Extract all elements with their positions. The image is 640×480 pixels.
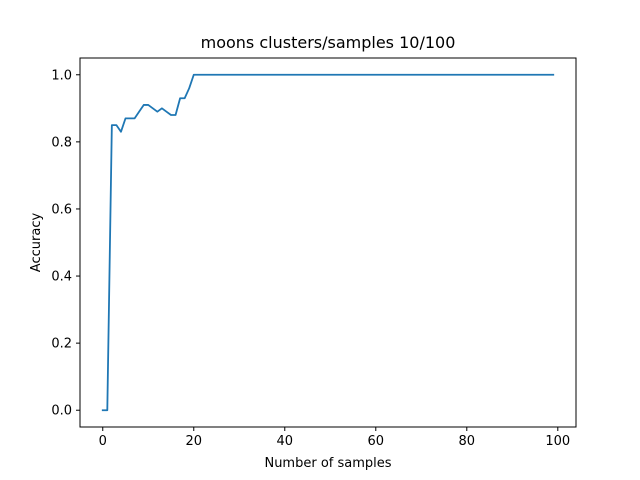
plot-frame bbox=[79, 57, 577, 428]
x-tick-label: 100 bbox=[545, 434, 570, 449]
x-tick-label: 80 bbox=[459, 434, 476, 449]
chart-title: moons clusters/samples 10/100 bbox=[201, 33, 456, 52]
x-tick-label: 20 bbox=[185, 434, 202, 449]
series-layer bbox=[101, 73, 555, 412]
y-axis-title: Accuracy bbox=[29, 213, 44, 273]
y-tick-label: 0.2 bbox=[51, 337, 72, 352]
series-line-0 bbox=[101, 73, 555, 412]
y-tick-label: 0.6 bbox=[51, 202, 72, 217]
x-axis-title: Number of samples bbox=[264, 456, 391, 471]
x-tick-label: 60 bbox=[368, 434, 385, 449]
y-tick-label: 0.4 bbox=[51, 270, 72, 285]
y-tick-label: 0.0 bbox=[51, 404, 72, 419]
y-tick-label: 0.8 bbox=[51, 135, 72, 150]
y-axis: 0.0 0.2 0.4 0.6 0.8 1.0 bbox=[51, 68, 80, 419]
x-tick-label: 40 bbox=[276, 434, 293, 449]
x-tick-label: 0 bbox=[99, 434, 107, 449]
x-axis: 0 20 40 60 80 100 bbox=[99, 427, 570, 449]
y-tick-label: 1.0 bbox=[51, 68, 72, 83]
